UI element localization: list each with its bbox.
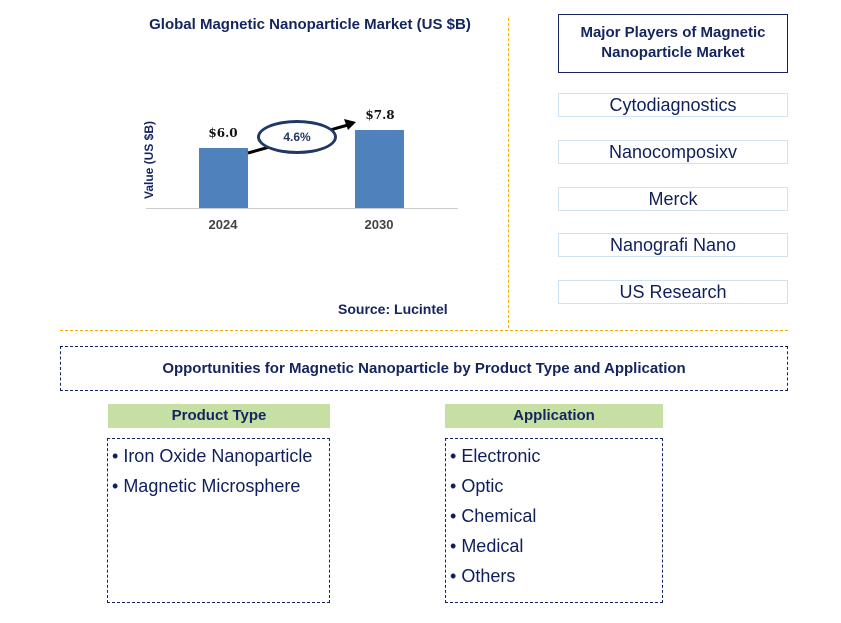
- application-item: Chemical: [446, 501, 662, 531]
- players-title: Major Players of Magnetic Nanoparticle M…: [558, 14, 788, 73]
- x-axis-line: [146, 208, 458, 209]
- player-item: Merck: [558, 187, 788, 211]
- x-tick-2024: 2024: [208, 217, 238, 232]
- application-list: Electronic Optic Chemical Medical Others: [445, 438, 663, 603]
- chart-title: Global Magnetic Nanoparticle Market (US …: [149, 16, 471, 33]
- product-type-heading: Product Type: [108, 404, 330, 428]
- player-item: US Research: [558, 280, 788, 304]
- product-type-item: Iron Oxide Nanoparticle: [108, 441, 329, 471]
- product-type-list: Iron Oxide Nanoparticle Magnetic Microsp…: [107, 438, 330, 603]
- product-type-item: Magnetic Microsphere: [108, 471, 329, 501]
- bar-value-label-2024: $6.0: [208, 126, 238, 140]
- application-item: Electronic: [446, 441, 662, 471]
- y-axis-label: Value (US $B): [142, 120, 156, 200]
- bar-2024: [199, 148, 248, 208]
- player-item: Cytodiagnostics: [558, 93, 788, 117]
- horizontal-divider: [60, 330, 788, 331]
- bar-2030: [355, 130, 404, 208]
- application-heading: Application: [445, 404, 663, 428]
- bar-value-label-2030: $7.8: [365, 108, 395, 122]
- source-label: Source: Lucintel: [338, 301, 448, 317]
- x-tick-2030: 2030: [364, 217, 394, 232]
- opportunities-title: Opportunities for Magnetic Nanoparticle …: [60, 346, 788, 391]
- cagr-badge: 4.6%: [257, 120, 337, 154]
- application-item: Others: [446, 561, 662, 591]
- player-item: Nanocomposixv: [558, 140, 788, 164]
- vertical-divider: [508, 18, 509, 328]
- application-item: Medical: [446, 531, 662, 561]
- player-item: Nanografi Nano: [558, 233, 788, 257]
- application-item: Optic: [446, 471, 662, 501]
